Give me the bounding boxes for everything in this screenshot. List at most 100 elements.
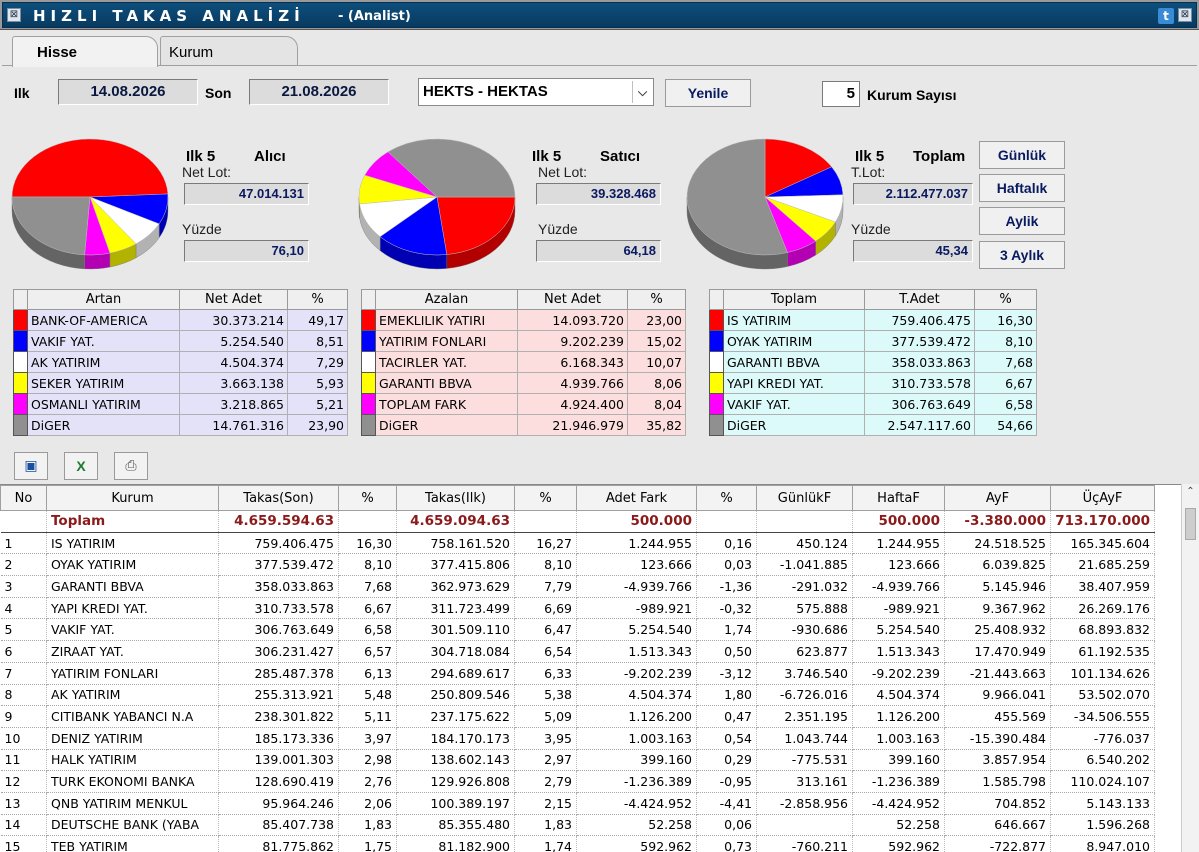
table-row[interactable]: 2 OYAK YATIRIM 377.539.472 8,10 377.415.806 8… <box>0 553 1155 577</box>
table-cell: 9.367.962 <box>944 597 1051 620</box>
artan-cell-pct: 7,29 <box>287 351 348 373</box>
table-cell: 0,47 <box>696 705 757 728</box>
column-header[interactable]: GünlükF <box>756 485 853 511</box>
table-cell <box>756 510 853 533</box>
table-row[interactable]: 9 CITIBANK YABANCI N.A 238.301.822 5,11 237.… <box>0 705 1155 728</box>
table-cell: 9.966.041 <box>944 684 1051 707</box>
list-item[interactable]: SEKER YATIRIM 3.663.138 5,93 <box>13 372 348 394</box>
list-item[interactable]: DiGER 2.547.117.60 54,66 <box>709 414 1037 436</box>
column-header[interactable]: HaftaF <box>852 485 945 511</box>
list-item[interactable]: YAPI KREDI YAT. 310.733.578 6,67 <box>709 372 1037 394</box>
table-cell: -21.443.663 <box>944 662 1051 685</box>
column-header[interactable]: % <box>696 485 757 511</box>
monthly-button[interactable]: Aylik <box>979 207 1065 235</box>
table-cell: 13 <box>0 792 47 815</box>
ilk-date-field[interactable]: 14.08.2026 <box>58 79 198 105</box>
stock-select[interactable]: HEKTS - HEKTAS ⌵ <box>418 78 654 106</box>
table-row[interactable]: 13 QNB YATIRIM MENKUL 95.964.246 2,06 100.38… <box>0 792 1155 815</box>
table-row[interactable]: 12 TURK EKONOMI BANKA 128.690.419 2,76 129.9… <box>0 770 1155 793</box>
table-row[interactable]: 3 GARANTI BBVA 358.033.863 7,68 362.973.629 7… <box>0 575 1155 598</box>
azalan-cell-name: YATIRIM FONLARI <box>375 330 518 352</box>
save-icon[interactable]: ▣ <box>14 452 48 480</box>
son-date-field[interactable]: 21.08.2026 <box>249 79 389 105</box>
table-cell: 5.143.133 <box>1050 792 1155 815</box>
swatch-header <box>13 289 28 310</box>
column-header[interactable]: % <box>338 485 397 511</box>
list-item[interactable]: YATIRIM FONLARI 9.202.239 15,02 <box>361 330 686 352</box>
azalan-cell-name: EMEKLILIK YATIRI <box>375 309 518 331</box>
window-subtitle: - (Analist) <box>338 9 411 24</box>
seller-pct-label: Yüzde <box>538 221 578 237</box>
list-item[interactable]: TACIRLER YAT. 6.168.343 10,07 <box>361 351 686 373</box>
list-item[interactable]: OYAK YATIRIM 377.539.472 8,10 <box>709 330 1037 352</box>
table-row[interactable]: 10 DENIZ YATIRIM 185.173.336 3,97 184.170.17… <box>0 727 1155 750</box>
print-icon[interactable]: ⎙ <box>114 452 148 480</box>
table-row[interactable]: 8 AK YATIRIM 255.313.921 5,48 250.809.546 5,3… <box>0 684 1155 707</box>
table-cell: Toplam <box>46 510 219 533</box>
column-header[interactable]: Takas(Ilk) <box>396 485 515 511</box>
table-row[interactable]: 15 TEB YATIRIM 81.775.862 1,75 81.182.900 1,7… <box>0 835 1155 852</box>
azalan-cell-pct: 35,82 <box>627 414 686 436</box>
scroll-thumb[interactable] <box>1185 508 1196 540</box>
azalan-table: Azalan Net Adet % EMEKLILIK YATIRI 14.093… <box>361 289 686 436</box>
column-header[interactable]: Adet Fark <box>576 485 697 511</box>
column-header[interactable]: Kurum <box>46 485 219 511</box>
excel-icon[interactable]: X <box>64 452 98 480</box>
column-header[interactable]: ÜçAyF <box>1050 485 1155 511</box>
column-header[interactable]: No <box>0 485 47 511</box>
column-header[interactable]: % <box>514 485 577 511</box>
refresh-button[interactable]: Yenile <box>665 79 751 107</box>
artan-cell-name: OSMANLI YATIRIM <box>27 393 180 415</box>
daily-button[interactable]: Günlük <box>979 141 1065 169</box>
list-item[interactable]: GARANTI BBVA 4.939.766 8,06 <box>361 372 686 394</box>
table-row[interactable]: 14 DEUTSCHE BANK (YABA 85.407.738 1,83 85.35… <box>0 814 1155 837</box>
seller-type: Satıcı <box>600 148 641 165</box>
table-cell: DEUTSCHE BANK (YABA <box>46 814 219 837</box>
table-row[interactable]: 4 YAPI KREDI YAT. 310.733.578 6,67 311.723.4… <box>0 597 1155 620</box>
scroll-up-icon[interactable]: ⌃ <box>1186 486 1195 497</box>
list-item[interactable]: DiGER 21.946.979 35,82 <box>361 414 686 436</box>
twitter-icon[interactable]: t <box>1158 8 1174 24</box>
table-row[interactable]: 11 HALK YATIRIM 139.001.303 2,98 138.602.143… <box>0 749 1155 772</box>
table-row[interactable]: 5 VAKIF YAT. 306.763.649 6,58 301.509.110 6,4… <box>0 618 1155 642</box>
table-cell: 2,76 <box>338 770 397 793</box>
column-header[interactable]: Takas(Son) <box>218 485 339 511</box>
seller-ilk: Ilk 5 <box>532 148 562 165</box>
close-icon[interactable]: ⊠ <box>1178 8 1192 22</box>
window-menu-icon[interactable]: ⊠ <box>7 8 21 22</box>
list-item[interactable]: OSMANLI YATIRIM 3.218.865 5,21 <box>13 393 348 415</box>
artan-cell-name: DiGER <box>27 414 180 436</box>
tab-kurum[interactable]: Kurum <box>160 36 298 66</box>
list-item[interactable]: GARANTI BBVA 358.033.863 7,68 <box>709 351 1037 373</box>
list-item[interactable]: EMEKLILIK YATIRI 14.093.720 23,00 <box>361 309 686 331</box>
swatch-header <box>709 289 724 310</box>
column-header[interactable]: AyF <box>944 485 1051 511</box>
table-cell: 129.926.808 <box>396 770 515 793</box>
table-cell <box>338 510 397 533</box>
three-month-button[interactable]: 3 Aylık <box>979 241 1065 269</box>
toplam-cell-pct: 16,30 <box>974 309 1037 331</box>
vertical-scrollbar[interactable]: ⌃ <box>1181 484 1199 852</box>
list-item[interactable]: IS YATIRIM 759.406.475 16,30 <box>709 309 1037 331</box>
list-item[interactable]: VAKIF YAT. 306.763.649 6,58 <box>709 393 1037 415</box>
swatch-header <box>361 289 376 310</box>
table-row[interactable]: 1 IS YATIRIM 759.406.475 16,30 758.161.520 16… <box>0 532 1155 555</box>
list-item[interactable]: VAKIF YAT. 5.254.540 8,51 <box>13 330 348 352</box>
kurum-count-field[interactable]: 5 <box>822 81 860 107</box>
list-item[interactable]: TOPLAM FARK 4.924.400 8,04 <box>361 393 686 415</box>
table-cell: 1.003.163 <box>576 727 697 750</box>
table-row[interactable]: 7 YATIRIM FONLARI 285.487.378 6,13 294.689.6… <box>0 662 1155 685</box>
total-row[interactable]: Toplam 4.659.594.63 4.659.094.63 500.000 500… <box>0 510 1155 533</box>
tab-hisse[interactable]: Hisse <box>12 36 158 67</box>
list-item[interactable]: AK YATIRIM 4.504.374 7,29 <box>13 351 348 373</box>
table-cell: -989.921 <box>576 597 697 620</box>
list-item[interactable]: BANK-OF-AMERICA 30.373.214 49,17 <box>13 309 348 331</box>
color-swatch <box>361 414 376 436</box>
list-item[interactable]: DiGER 14.761.316 23,90 <box>13 414 348 436</box>
chevron-down-icon[interactable]: ⌵ <box>632 81 652 103</box>
takas-table: No Kurum Takas(Son)% Takas(Ilk)% Adet Fark% G… <box>0 485 1155 852</box>
color-swatch <box>13 309 28 331</box>
table-row[interactable]: 6 ZIRAAT YAT. 306.231.427 6,57 304.718.084 6,… <box>0 640 1155 663</box>
toplam-cell-pct: 7,68 <box>974 351 1037 373</box>
weekly-button[interactable]: Haftalık <box>979 174 1065 202</box>
